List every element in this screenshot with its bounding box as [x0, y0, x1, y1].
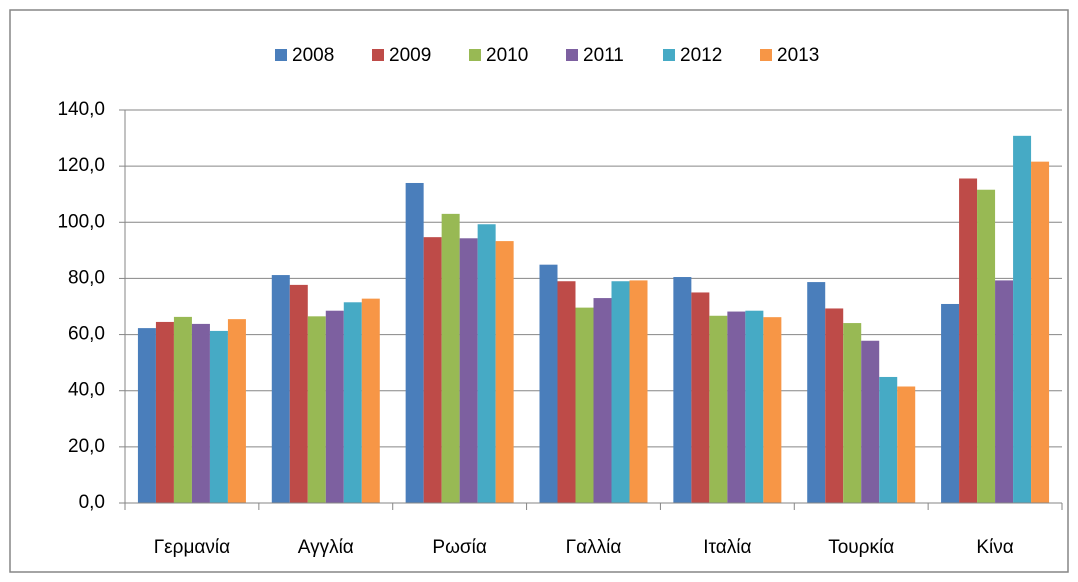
y-tick-label: 100,0: [57, 211, 105, 232]
bar: [825, 308, 844, 503]
x-tick-label: Ρωσία: [432, 537, 486, 558]
bar: [879, 376, 898, 503]
bar: [861, 340, 880, 503]
bar: [807, 282, 826, 503]
legend-label: 2011: [583, 45, 624, 66]
y-tick-label: 80,0: [68, 267, 105, 288]
bar: [539, 264, 558, 503]
x-tick-label: Τουρκία: [828, 537, 894, 558]
legend-swatch: [566, 49, 578, 61]
bar: [271, 275, 290, 503]
bar: [307, 316, 326, 503]
x-tick-label: Αγγλία: [298, 537, 354, 558]
y-tick-label: 120,0: [57, 155, 105, 176]
bar: [557, 281, 576, 503]
y-tick-label: 140,0: [57, 99, 105, 120]
bar: [745, 310, 764, 503]
bar: [423, 237, 442, 503]
bar: [289, 284, 308, 503]
bar: [343, 302, 362, 503]
bar: [209, 330, 228, 503]
bar: [995, 280, 1014, 503]
bar: [137, 328, 156, 503]
bar: [575, 307, 594, 503]
bar: [325, 310, 344, 503]
legend-swatch: [760, 49, 772, 61]
bar: [1013, 135, 1032, 503]
bar: [593, 298, 612, 503]
bar: [629, 280, 648, 503]
bar: [709, 315, 728, 503]
x-tick-label: Γερμανία: [154, 537, 230, 558]
bar: [843, 323, 862, 503]
legend-swatch: [275, 49, 287, 61]
bar: [691, 292, 710, 503]
bar: [227, 319, 246, 503]
legend-label: 2009: [389, 45, 431, 66]
y-tick-label: 40,0: [68, 380, 105, 401]
bar: [941, 303, 960, 503]
x-tick-label: Ιταλία: [703, 537, 751, 558]
y-tick-label: 60,0: [68, 324, 105, 345]
bar: [405, 182, 424, 503]
y-tick-label: 0,0: [79, 492, 105, 513]
legend-label: 2012: [680, 45, 722, 66]
bar: [763, 317, 782, 503]
bar: [727, 311, 746, 503]
bar: [459, 238, 478, 503]
bar: [611, 281, 630, 503]
bar: [155, 321, 174, 503]
bar: [441, 213, 460, 503]
bar: [173, 316, 192, 503]
legend-label: 2010: [486, 45, 528, 66]
bar: [673, 277, 692, 503]
y-tick-label: 20,0: [68, 436, 105, 457]
bar: [361, 298, 380, 503]
x-tick-label: Γαλλία: [566, 537, 622, 558]
bar: [477, 224, 496, 503]
bar: [1031, 161, 1050, 503]
legend-swatch: [469, 49, 481, 61]
bar: [959, 178, 978, 503]
bar: [977, 189, 996, 504]
legend-label: 2008: [292, 45, 334, 66]
legend-swatch: [372, 49, 384, 61]
legend-swatch: [663, 49, 675, 61]
x-tick-label: Κίνα: [976, 537, 1013, 558]
bar: [495, 241, 514, 503]
bar: [897, 386, 916, 503]
legend-label: 2013: [777, 45, 819, 66]
bar: [191, 323, 210, 503]
